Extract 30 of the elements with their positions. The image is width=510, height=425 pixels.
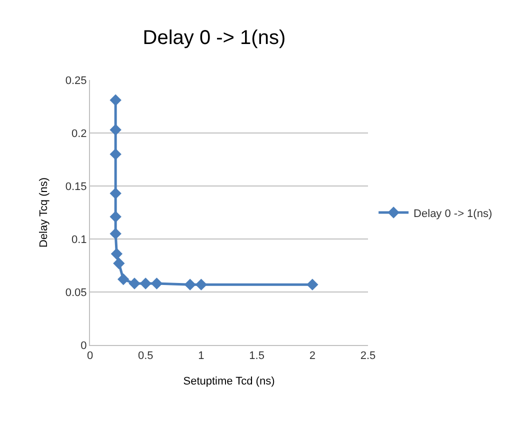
point (110, 148, 122, 160)
point (150, 278, 163, 290)
y-axis-title: Delay Tcq (ns) (38, 177, 50, 248)
x-tick-label: 1 (198, 350, 204, 362)
point (110, 94, 122, 106)
point (110, 124, 122, 136)
y-tick-label: 0.05 (65, 286, 87, 299)
y-tick-label: 0.2 (72, 128, 87, 140)
point (184, 278, 196, 290)
x-axis-title: Setuptime Tcd (ns) (183, 375, 275, 388)
point (140, 278, 152, 290)
point (113, 258, 125, 270)
point (306, 278, 318, 290)
point (110, 228, 122, 240)
x-tick-label: 2 (309, 350, 316, 362)
legend-label: Delay 0 -> 1(ns) (414, 208, 492, 220)
point (110, 210, 122, 223)
point (110, 248, 123, 260)
x-tick-label: 1.5 (249, 350, 264, 362)
chart-title: Delay 0 -> 1(ns) (142, 26, 286, 49)
y-tick-label: 0.15 (65, 180, 87, 193)
x-tick-label: 0.5 (138, 350, 154, 362)
point (118, 273, 130, 286)
point (195, 278, 208, 290)
x-tick-label: 2.5 (360, 350, 376, 362)
point (128, 278, 140, 290)
y-tick-label: 0 (80, 340, 87, 352)
point (110, 188, 122, 200)
y-tick-label: 0.25 (65, 74, 87, 87)
y-tick-label: 0.1 (72, 234, 87, 246)
